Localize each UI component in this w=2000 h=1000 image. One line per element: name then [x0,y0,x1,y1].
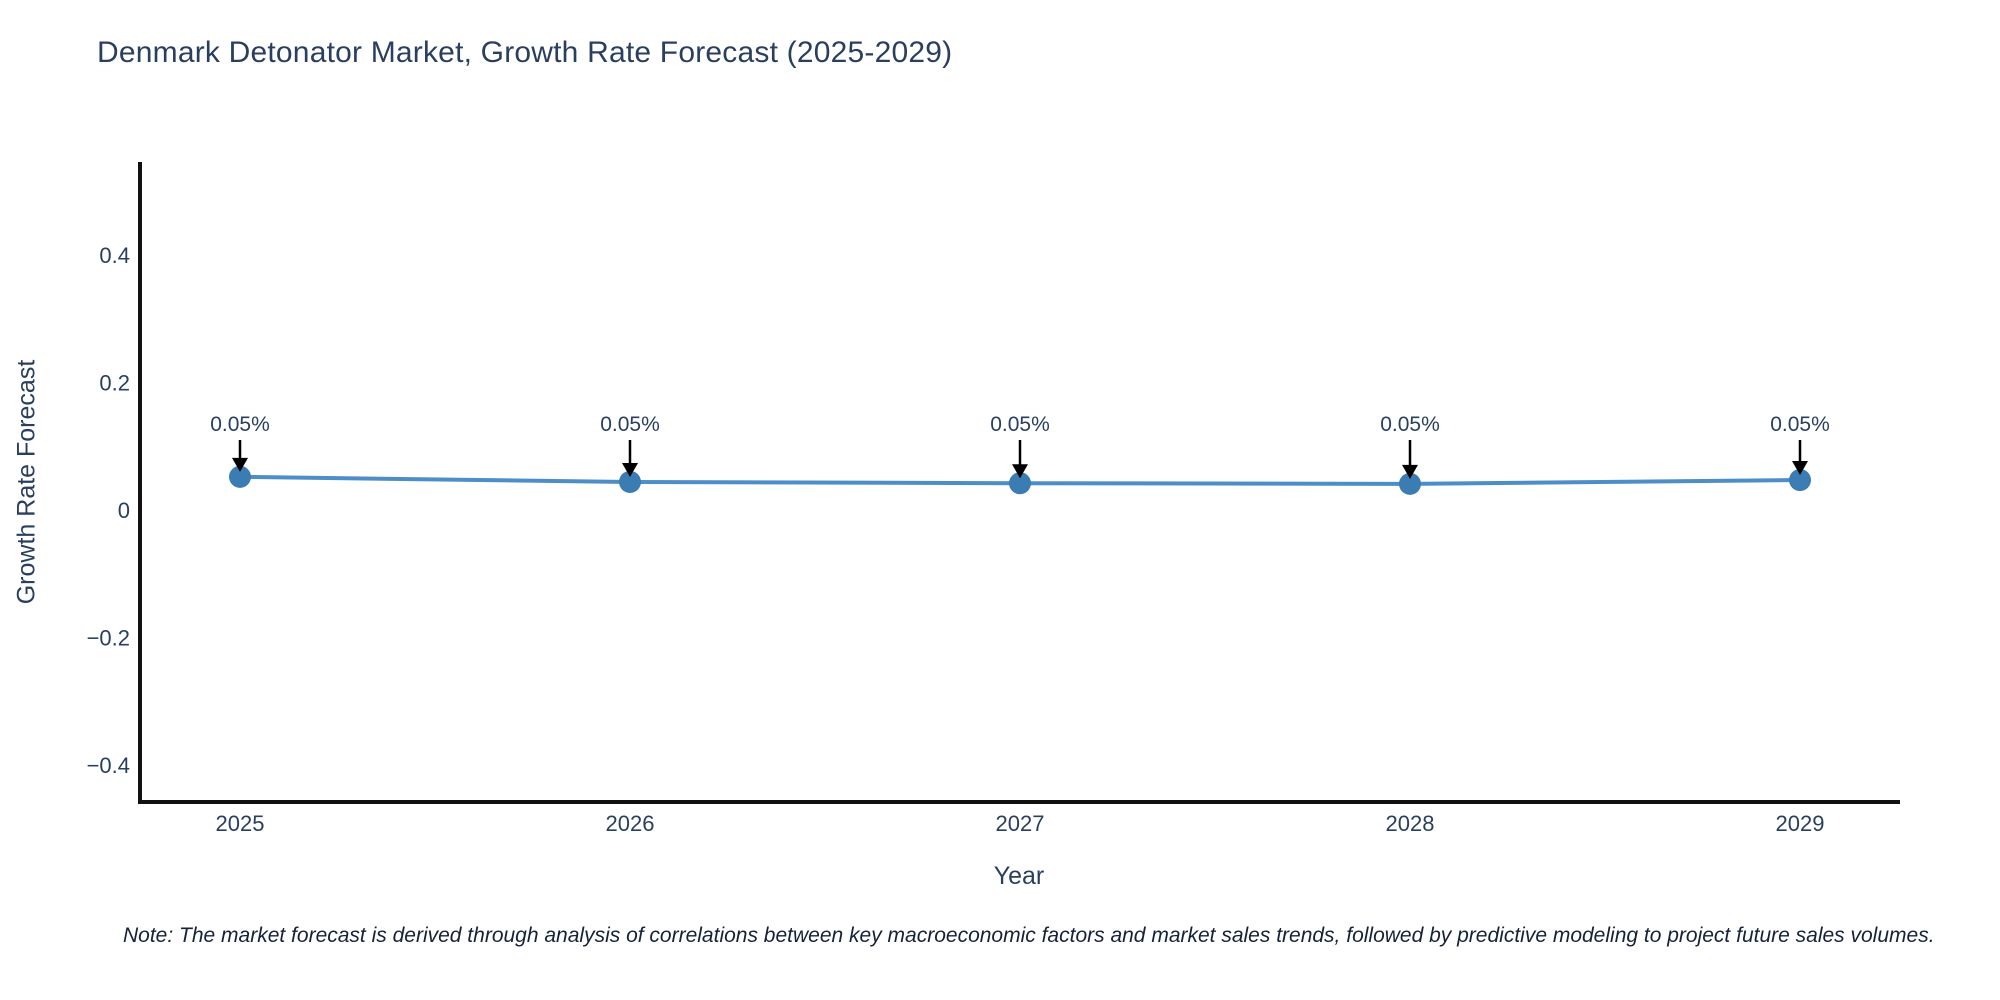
y-tick-label: 0.4 [99,243,130,268]
chart-title: Denmark Detonator Market, Growth Rate Fo… [97,36,953,69]
y-tick-label: 0.2 [99,371,130,396]
y-tick-label: −0.4 [87,753,130,778]
annotation-arrowhead [232,457,248,472]
annotation-arrowhead [622,462,638,477]
data-point-marker [1399,472,1421,495]
x-tick-label: 2025 [216,811,265,836]
annotation-arrowhead [1012,464,1028,479]
data-point-marker [1789,469,1811,492]
x-tick-label: 2028 [1386,811,1435,836]
footnote: Note: The market forecast is derived thr… [123,924,1935,947]
x-tick-label: 2026 [606,811,655,836]
data-point-marker [1009,472,1031,495]
x-tick-label: 2029 [1776,811,1825,836]
annotation-label: 0.05% [600,413,660,436]
annotation-label: 0.05% [210,413,270,436]
y-axis-title: Growth Rate Forecast [12,359,41,605]
annotation-label: 0.05% [1770,413,1830,436]
annotation-label: 0.05% [990,413,1050,436]
x-tick-label: 2027 [996,811,1045,836]
annotation-arrowhead [1792,461,1808,476]
data-point-marker [619,470,641,493]
annotation-arrowhead [1402,464,1418,479]
data-point-marker [229,465,251,488]
y-tick-label: −0.2 [87,626,130,651]
annotation-label: 0.05% [1380,413,1440,436]
y-tick-label: 0 [118,498,130,523]
x-axis-title: Year [993,862,1045,890]
